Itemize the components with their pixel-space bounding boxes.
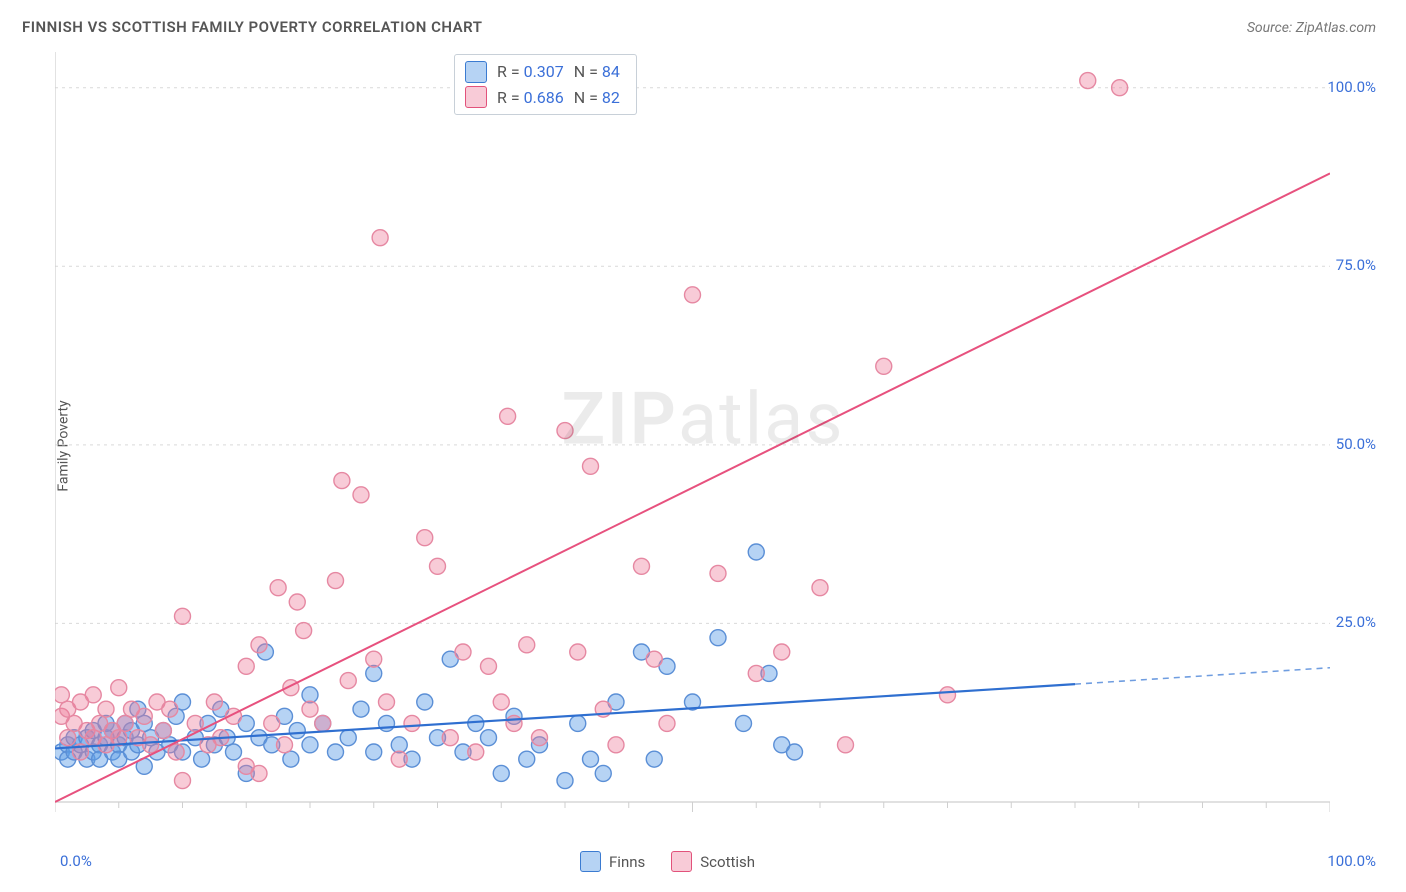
correlation-legend: R = 0.307 N = 84 R = 0.686 N = 82 <box>454 54 637 115</box>
scatter-plot-area <box>55 52 1330 822</box>
swatch-pink-small <box>671 851 692 872</box>
swatch-blue-small <box>580 851 601 872</box>
legend-label-scottish: Scottish <box>700 853 755 871</box>
swatch-pink <box>465 86 487 108</box>
source-label: Source: ZipAtlas.com <box>1247 20 1376 36</box>
x-axis-min-label: 0.0% <box>60 852 92 870</box>
chart-title: FINNISH VS SCOTTISH FAMILY POVERTY CORRE… <box>22 18 482 36</box>
y-axis-label-75: 75.0% <box>1336 256 1376 274</box>
x-axis-max-label: 100.0% <box>1327 852 1376 870</box>
series-legend: Finns Scottish <box>580 851 755 872</box>
legend-row-scottish: R = 0.686 N = 82 <box>465 85 620 111</box>
swatch-blue <box>465 61 487 83</box>
y-axis-label-100: 100.0% <box>1327 78 1376 96</box>
legend-item-finns: Finns <box>580 851 645 872</box>
legend-label-finns: Finns <box>609 853 645 871</box>
y-axis-label-50: 50.0% <box>1336 435 1376 453</box>
y-axis-label-25: 25.0% <box>1336 613 1376 631</box>
legend-item-scottish: Scottish <box>671 851 755 872</box>
legend-row-finns: R = 0.307 N = 84 <box>465 59 620 85</box>
scatter-plot-svg <box>55 52 1330 822</box>
